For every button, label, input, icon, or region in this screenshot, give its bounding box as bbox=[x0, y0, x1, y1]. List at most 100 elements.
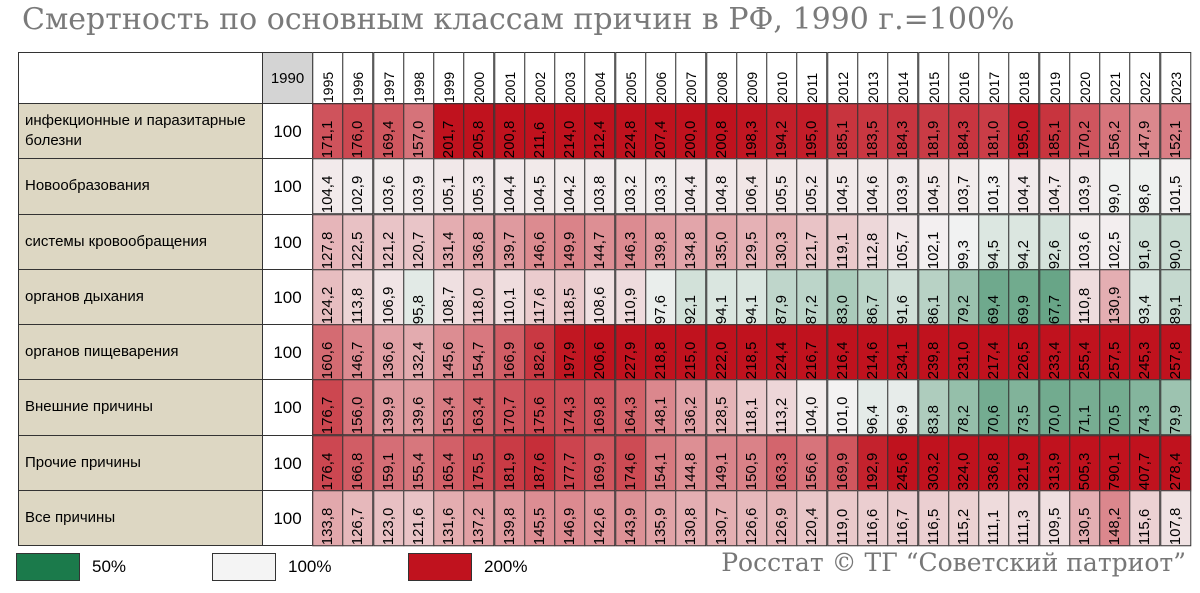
value-cell: 226,5 bbox=[1008, 324, 1040, 381]
value-cell: 121,7 bbox=[796, 213, 828, 270]
value-cell: 122,5 bbox=[342, 213, 374, 270]
value-cell: 255,4 bbox=[1068, 324, 1101, 381]
value-cell: 128,5 bbox=[705, 379, 737, 436]
value-cell: 218,5 bbox=[735, 324, 768, 381]
value-cell: 102,1 bbox=[917, 213, 949, 270]
value-cell: 97,6 bbox=[645, 268, 677, 325]
value-cell: 74,3 bbox=[1129, 379, 1161, 436]
value-cell: 113,2 bbox=[766, 379, 798, 436]
base-value: 100 bbox=[262, 268, 313, 325]
value-cell: 130,8 bbox=[675, 489, 707, 546]
value-cell: 313,9 bbox=[1038, 434, 1070, 491]
value-cell: 217,4 bbox=[978, 324, 1010, 381]
value-cell: 83,8 bbox=[917, 379, 949, 436]
value-cell: 124,2 bbox=[312, 268, 344, 325]
header-corner bbox=[18, 52, 263, 104]
value-cell: 257,8 bbox=[1159, 324, 1191, 381]
value-cell: 169,9 bbox=[584, 434, 616, 491]
value-cell: 152,1 bbox=[1159, 103, 1191, 160]
value-cell: 73,5 bbox=[1008, 379, 1040, 436]
value-cell: 207,4 bbox=[645, 103, 677, 160]
value-cell: 192,9 bbox=[856, 434, 889, 491]
value-cell: 111,3 bbox=[1008, 489, 1040, 546]
value-cell: 118,5 bbox=[554, 268, 586, 325]
value-cell: 103,9 bbox=[887, 158, 919, 215]
value-cell: 101,5 bbox=[1159, 158, 1191, 215]
value-cell: 103,7 bbox=[947, 158, 980, 215]
value-cell: 200,8 bbox=[493, 103, 525, 160]
column-header: 2020 bbox=[1068, 52, 1101, 104]
column-header: 2014 bbox=[887, 52, 919, 104]
value-cell: 108,7 bbox=[433, 268, 465, 325]
value-cell: 89,1 bbox=[1159, 268, 1191, 325]
value-cell: 146,7 bbox=[342, 324, 374, 381]
value-cell: 130,9 bbox=[1099, 268, 1131, 325]
value-cell: 106,9 bbox=[372, 268, 404, 325]
value-cell: 86,1 bbox=[917, 268, 949, 325]
value-cell: 70,6 bbox=[978, 379, 1010, 436]
value-cell: 92,6 bbox=[1038, 213, 1070, 270]
value-cell: 156,2 bbox=[1099, 103, 1131, 160]
value-cell: 215,0 bbox=[675, 324, 707, 381]
value-cell: 163,4 bbox=[463, 379, 495, 436]
value-cell: 147,9 bbox=[1129, 103, 1161, 160]
value-cell: 214,0 bbox=[554, 103, 586, 160]
base-value: 100 bbox=[262, 103, 313, 160]
value-cell: 96,4 bbox=[856, 379, 889, 436]
column-header: 2016 bbox=[947, 52, 980, 104]
value-cell: 187,6 bbox=[523, 434, 556, 491]
value-cell: 108,6 bbox=[584, 268, 616, 325]
value-cell: 160,6 bbox=[312, 324, 344, 381]
value-cell: 94,1 bbox=[705, 268, 737, 325]
value-cell: 113,8 bbox=[342, 268, 374, 325]
value-cell: 93,4 bbox=[1129, 268, 1161, 325]
column-header: 2000 bbox=[463, 52, 495, 104]
value-cell: 105,1 bbox=[433, 158, 465, 215]
value-cell: 224,8 bbox=[614, 103, 647, 160]
value-cell: 182,6 bbox=[523, 324, 556, 381]
row-label: Прочие причины bbox=[18, 434, 263, 491]
value-cell: 110,1 bbox=[493, 268, 525, 325]
value-cell: 104,2 bbox=[554, 158, 586, 215]
value-cell: 185,1 bbox=[1038, 103, 1070, 160]
value-cell: 169,8 bbox=[584, 379, 616, 436]
value-cell: 121,2 bbox=[372, 213, 404, 270]
value-cell: 121,6 bbox=[402, 489, 435, 546]
value-cell: 407,7 bbox=[1129, 434, 1161, 491]
value-cell: 224,4 bbox=[766, 324, 798, 381]
value-cell: 233,4 bbox=[1038, 324, 1070, 381]
value-cell: 257,5 bbox=[1099, 324, 1131, 381]
value-cell: 324,0 bbox=[947, 434, 980, 491]
value-cell: 118,0 bbox=[463, 268, 495, 325]
value-cell: 103,6 bbox=[372, 158, 404, 215]
value-cell: 144,8 bbox=[675, 434, 707, 491]
value-cell: 157,0 bbox=[402, 103, 435, 160]
value-cell: 119,0 bbox=[826, 489, 858, 546]
value-cell: 149,9 bbox=[554, 213, 586, 270]
value-cell: 176,7 bbox=[312, 379, 344, 436]
column-header: 2013 bbox=[856, 52, 889, 104]
value-cell: 227,9 bbox=[614, 324, 647, 381]
value-cell: 112,8 bbox=[856, 213, 889, 270]
value-cell: 104,4 bbox=[493, 158, 525, 215]
value-cell: 130,7 bbox=[705, 489, 737, 546]
value-cell: 170,7 bbox=[493, 379, 525, 436]
row-label: инфекционные и паразитарные болезни bbox=[18, 103, 263, 160]
row-label: Все причины bbox=[18, 489, 263, 546]
value-cell: 136,2 bbox=[675, 379, 707, 436]
value-cell: 177,7 bbox=[554, 434, 586, 491]
value-cell: 115,6 bbox=[1129, 489, 1161, 546]
column-header: 2001 bbox=[493, 52, 525, 104]
value-cell: 96,9 bbox=[887, 379, 919, 436]
value-cell: 99,3 bbox=[947, 213, 980, 270]
column-header: 2005 bbox=[614, 52, 647, 104]
value-cell: 91,6 bbox=[887, 268, 919, 325]
base-value: 100 bbox=[262, 213, 313, 270]
row-label: Новообразования bbox=[18, 158, 263, 215]
value-cell: 86,7 bbox=[856, 268, 889, 325]
value-cell: 137,2 bbox=[463, 489, 495, 546]
value-cell: 126,6 bbox=[735, 489, 768, 546]
value-cell: 126,9 bbox=[766, 489, 798, 546]
value-cell: 197,9 bbox=[554, 324, 586, 381]
